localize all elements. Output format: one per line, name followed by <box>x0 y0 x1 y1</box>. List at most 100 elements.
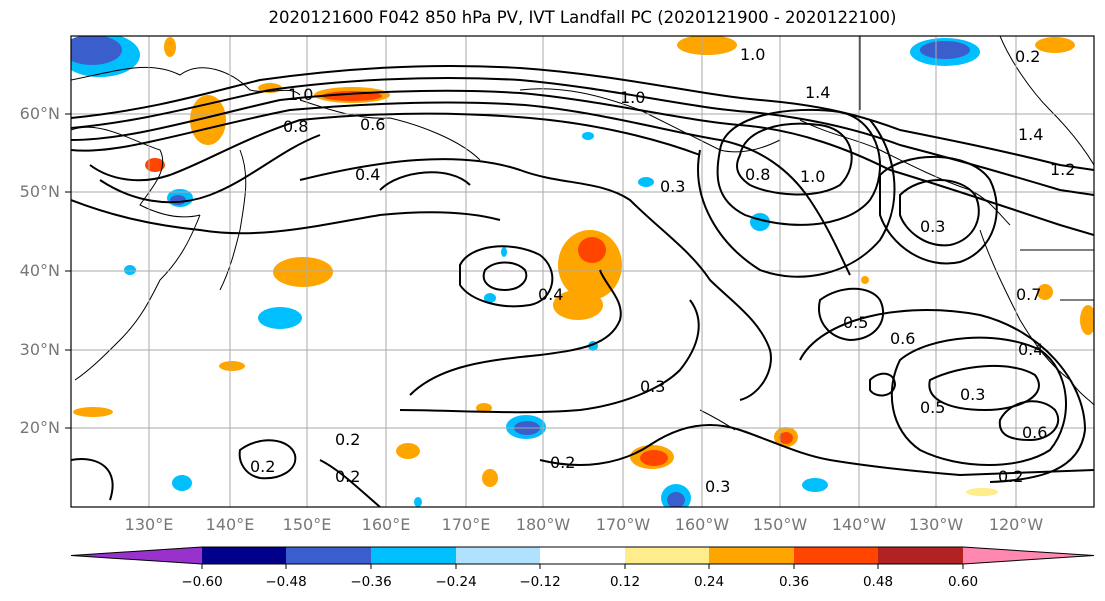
pv-anomaly-negative <box>71 36 122 65</box>
pv-anomaly-positive <box>190 95 226 145</box>
colorbar-segment <box>540 547 625 564</box>
contour-label: 0.3 <box>705 477 730 496</box>
contour-label: 0.2 <box>998 467 1023 486</box>
colorbar-segment <box>878 547 963 564</box>
colorbar-segment <box>456 547 540 564</box>
pv-anomaly-positive <box>966 488 998 496</box>
pv-anomaly-negative <box>667 492 685 507</box>
contour-label: 0.6 <box>1022 423 1047 442</box>
longitude-label: 140°E <box>205 515 255 534</box>
contour-label: 1.0 <box>288 85 313 104</box>
pv-anomaly-negative <box>258 307 302 329</box>
pv-anomaly-negative <box>501 247 507 257</box>
contour-label: 0.3 <box>660 177 685 196</box>
pv-anomaly-positive <box>1037 284 1053 300</box>
contour-label: 0.6 <box>890 329 915 348</box>
pv-anomaly-positive <box>273 257 333 287</box>
contour-label: 1.0 <box>620 88 645 107</box>
contour-label: 0.5 <box>843 313 868 332</box>
colorbar-tick-label: 0.48 <box>862 574 894 590</box>
pv-anomaly-positive <box>677 36 737 55</box>
contour-label: 0.4 <box>1018 340 1043 359</box>
contour-label: 0.2 <box>250 457 275 476</box>
colorbar-tick-label: 0.24 <box>693 574 725 590</box>
ivt-contours <box>71 64 1094 507</box>
pv-anomaly-negative <box>414 497 422 507</box>
contour-label: 0.8 <box>745 165 770 184</box>
gridlines <box>71 36 1094 507</box>
pv-anomaly-positive <box>1035 37 1075 53</box>
longitude-label: 140°W <box>831 515 887 534</box>
contour-label: 1.4 <box>1018 125 1043 144</box>
colorbar-segments <box>70 546 1095 565</box>
pv-anomaly-positive <box>779 432 793 444</box>
longitude-label: 160°W <box>674 515 730 534</box>
coastlines <box>71 36 1094 431</box>
latitude-label: 40°N <box>19 261 60 280</box>
contour-label: 0.8 <box>283 117 308 136</box>
contour-label: 0.4 <box>538 285 563 304</box>
map-title: 2020121600 F042 850 hPa PV, IVT Landfall… <box>268 8 897 27</box>
contour-label: 1.4 <box>805 83 830 102</box>
pv-anomaly-positive <box>578 237 606 263</box>
longitude-label: 170°E <box>441 515 491 534</box>
latitude-label: 50°N <box>19 182 60 201</box>
colorbar-tick-label: −0.12 <box>519 574 561 590</box>
colorbar-segment <box>371 547 456 564</box>
contour-label: 1.0 <box>800 167 825 186</box>
pv-anomaly-negative <box>172 475 192 491</box>
colorbar-segment <box>202 547 286 564</box>
colorbar-tick-label: 0.36 <box>778 574 810 590</box>
contour-label: 0.2 <box>335 467 360 486</box>
latitude-label: 60°N <box>19 104 60 123</box>
longitude-label: 170°W <box>595 515 651 534</box>
pv-anomaly-positive <box>861 276 869 284</box>
longitude-label: 150°W <box>752 515 808 534</box>
colorbar-extend-low <box>71 547 202 564</box>
pv-anomaly-positive <box>482 469 498 487</box>
contour-label: 0.4 <box>355 165 380 184</box>
contour-label: 0.3 <box>960 385 985 404</box>
contour-label: 0.7 <box>1016 285 1041 304</box>
pv-anomaly-positive <box>145 158 165 172</box>
contour-label: 0.5 <box>920 398 945 417</box>
pv-anomaly-positive <box>396 443 420 459</box>
pv-anomaly-positive <box>640 450 668 466</box>
pv-anomaly-positive <box>1080 305 1094 335</box>
colorbar-tick-label: −0.60 <box>181 574 223 590</box>
pv-anomaly-positive <box>476 403 492 413</box>
longitude-label: 150°E <box>282 515 332 534</box>
longitude-label: 180°W <box>515 515 571 534</box>
colorbar-ticks <box>201 564 964 569</box>
pv-anomaly-positive <box>73 407 113 417</box>
latitude-label: 20°N <box>19 418 60 437</box>
pv-anomaly-negative <box>638 177 654 187</box>
longitude-label: 130°E <box>124 515 174 534</box>
longitude-label: 120°W <box>988 515 1044 534</box>
colorbar-tick-label: −0.36 <box>350 574 392 590</box>
colorbar-segment <box>286 547 371 564</box>
contour-label: 1.2 <box>1050 160 1075 179</box>
pv-anomaly-negative <box>124 265 136 275</box>
contour-label: 1.0 <box>740 45 765 64</box>
colorbar-tick-label: 0.60 <box>947 574 979 590</box>
colorbar-tick-label: 0.12 <box>609 574 641 590</box>
latitude-label: 30°N <box>19 340 60 359</box>
colorbar-segment <box>794 547 878 564</box>
colorbar-extend-high <box>963 547 1094 564</box>
pv-anomaly-negative <box>920 41 970 59</box>
contour-label: 0.3 <box>640 377 665 396</box>
colorbar-tick-label: −0.24 <box>435 574 477 590</box>
pv-anomaly-positive <box>164 37 176 57</box>
colorbar-segment <box>625 547 709 564</box>
contour-label: 0.3 <box>920 217 945 236</box>
pv-anomaly-negative <box>802 478 828 492</box>
contour-labels: 1.0 1.0 1.4 1.0 0.8 0.6 0.4 0.3 0.8 1.0 … <box>250 45 1075 496</box>
contour-label: 0.2 <box>1015 47 1040 66</box>
longitude-label: 130°W <box>908 515 964 534</box>
contour-label: 0.6 <box>360 115 385 134</box>
colorbar-segment <box>709 547 794 564</box>
contour-label: 0.2 <box>550 453 575 472</box>
